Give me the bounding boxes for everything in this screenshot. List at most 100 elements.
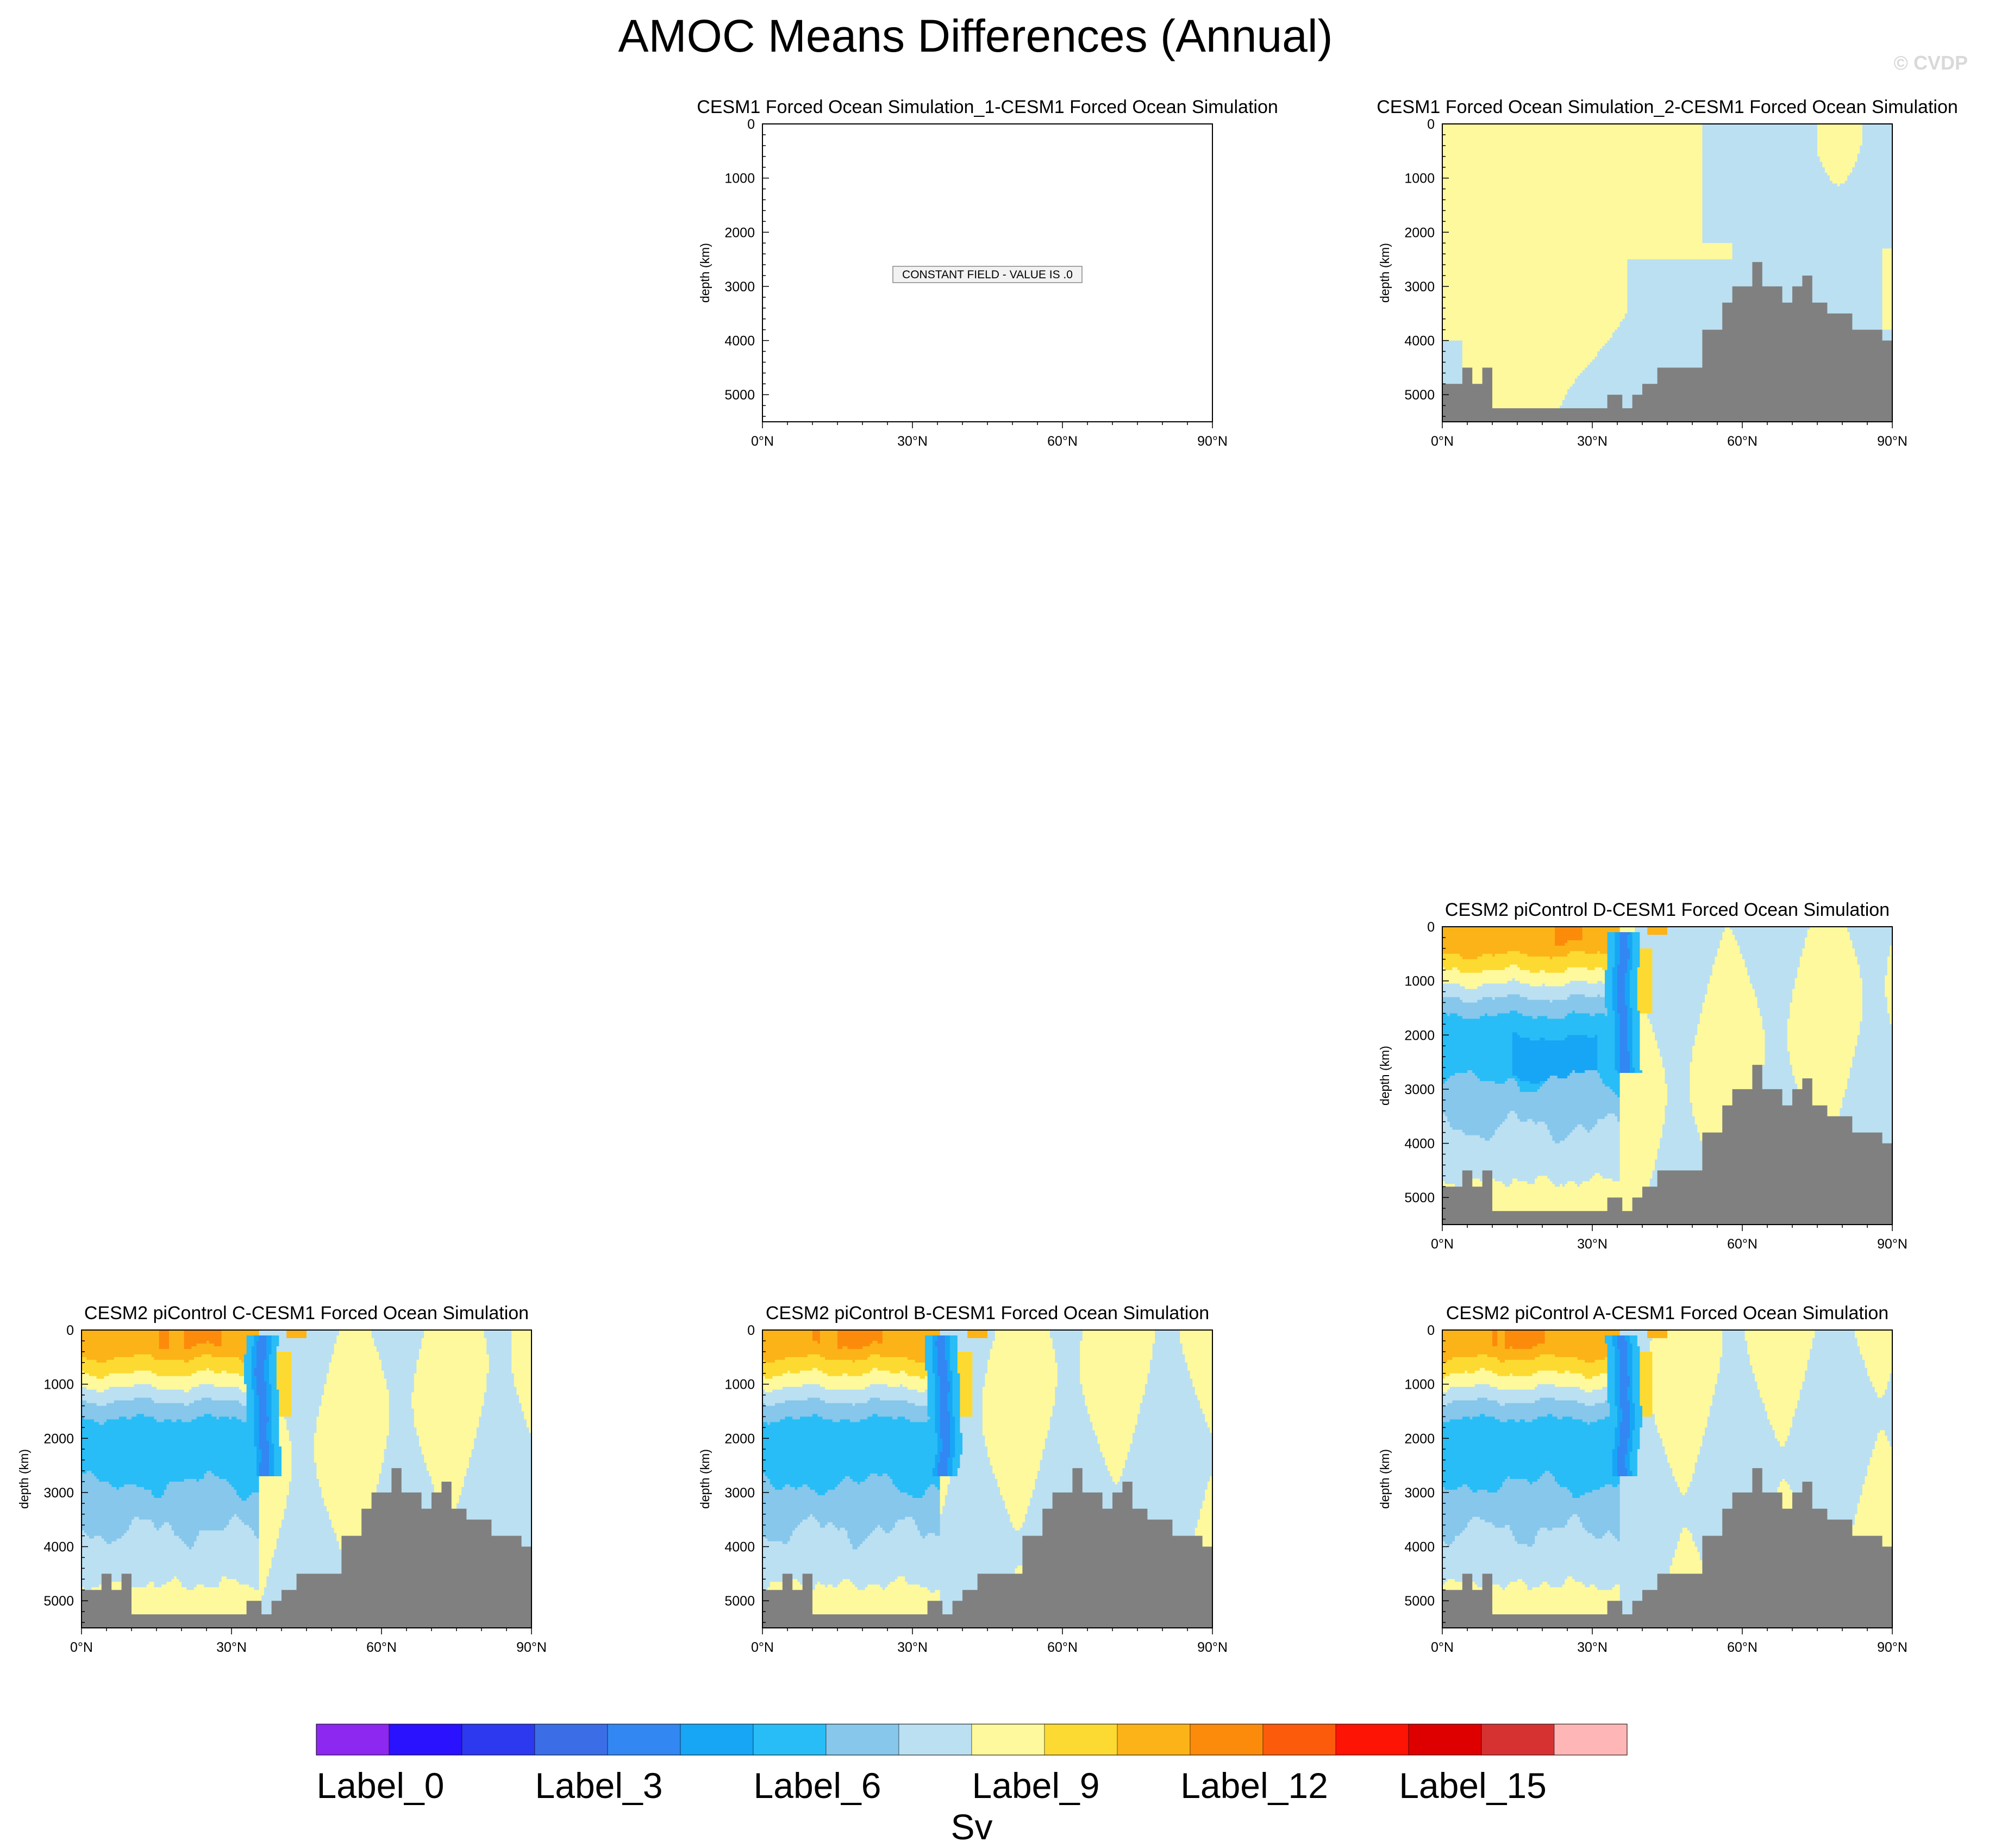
contour-cell xyxy=(937,1357,946,1360)
contour-cell xyxy=(1442,153,1703,157)
contour-cell xyxy=(1630,1070,1635,1073)
contour-cell xyxy=(1107,1468,1123,1471)
contour-cell xyxy=(817,1414,873,1417)
contour-cell xyxy=(1515,978,1605,982)
contour-cell xyxy=(1615,1059,1621,1063)
contour-cell xyxy=(1640,1392,1653,1396)
contour-cell xyxy=(790,1535,848,1539)
contour-cell xyxy=(1882,319,1893,322)
contour-cell xyxy=(762,1533,793,1537)
contour-cell xyxy=(266,1384,272,1388)
contour-cell xyxy=(1552,1138,1565,1141)
contour-cell xyxy=(516,1387,532,1390)
contour-cell xyxy=(937,1446,943,1450)
contour-cell xyxy=(82,1403,97,1407)
contour-cell xyxy=(1722,1338,1746,1341)
contour-cell xyxy=(800,1370,823,1374)
contour-cell xyxy=(822,1370,871,1374)
contour-cell xyxy=(1765,1406,1798,1409)
contour-cell xyxy=(1557,1076,1568,1079)
contour-cell xyxy=(244,1368,252,1371)
contour-cell xyxy=(820,1384,871,1388)
contour-cell xyxy=(1090,1416,1138,1420)
contour-cell xyxy=(82,1612,260,1615)
contour-cell xyxy=(1619,1330,1648,1333)
contour-cell xyxy=(1549,1178,1590,1182)
contour-cell xyxy=(1612,978,1618,982)
contour-cell xyxy=(316,1465,382,1469)
contour-cell xyxy=(927,1587,1010,1590)
contour-cell xyxy=(1635,1419,1643,1422)
contour-cell xyxy=(842,1579,850,1582)
contour-cell xyxy=(1630,981,1638,984)
contour-cell xyxy=(1205,1414,1213,1417)
contour-cell xyxy=(474,1444,532,1447)
contour-cell xyxy=(1442,1032,1513,1035)
contour-cell xyxy=(464,1476,532,1479)
contour-cell xyxy=(1100,1449,1130,1452)
y-axis-label: depth (km) xyxy=(1378,243,1392,303)
contour-cell xyxy=(1852,1057,1893,1060)
contour-cell xyxy=(414,1381,487,1385)
contour-cell xyxy=(1572,1070,1575,1073)
contour-cell xyxy=(1442,329,1615,333)
contour-cell xyxy=(271,1335,279,1339)
contour-cell xyxy=(1442,1143,1621,1147)
panel-title: CESM2 piControl A-CESM1 Forced Ocean Sim… xyxy=(1446,1303,1888,1323)
contour-cell xyxy=(1632,956,1640,960)
contour-cell xyxy=(1690,1100,1758,1103)
contour-cell xyxy=(289,1484,320,1488)
contour-cell xyxy=(937,1338,946,1341)
contour-cell xyxy=(850,1419,860,1422)
contour-cell xyxy=(817,1519,898,1523)
contour-cell xyxy=(1045,1438,1098,1441)
contour-cell xyxy=(1787,1035,1858,1038)
contour-cell xyxy=(1555,1184,1560,1187)
contour-cell xyxy=(1615,1370,1621,1374)
contour-cell xyxy=(1627,1048,1633,1052)
contour-cell xyxy=(1000,1487,1035,1490)
contour-cell xyxy=(972,1400,983,1404)
contour-cell xyxy=(1765,1059,1790,1063)
y-tick-label: 4000 xyxy=(1404,334,1435,349)
contour-cell xyxy=(815,1516,905,1520)
contour-cell xyxy=(1860,151,1893,154)
contour-cell xyxy=(930,1416,935,1420)
contour-cell xyxy=(1792,1073,1850,1076)
contour-cell xyxy=(284,1416,317,1420)
contour-cell xyxy=(1760,1081,1796,1084)
contour-cell xyxy=(1630,994,1638,998)
contour-cell xyxy=(1792,994,1863,998)
contour-cell xyxy=(1632,1376,1640,1379)
contour-cell xyxy=(1632,1024,1640,1027)
contour-cell xyxy=(1442,927,1555,930)
contour-cell xyxy=(1442,276,1628,279)
contour-cell xyxy=(1882,297,1893,301)
contour-cell xyxy=(1627,1043,1633,1046)
contour-cell xyxy=(1195,1389,1213,1393)
contour-cell xyxy=(1619,1032,1628,1035)
contour-cell xyxy=(1452,1357,1498,1360)
contour-cell xyxy=(1615,1040,1621,1044)
contour-cell xyxy=(1517,1116,1605,1120)
contour-cell xyxy=(421,1338,487,1341)
contour-cell xyxy=(962,1438,985,1441)
contour-cell xyxy=(1537,1370,1558,1374)
contour-cell xyxy=(1867,1373,1890,1377)
contour-cell xyxy=(1599,994,1605,998)
contour-cell xyxy=(1790,1016,1863,1019)
contour-cell xyxy=(1627,1016,1633,1019)
contour-cell xyxy=(1442,273,1628,276)
contour-cell xyxy=(257,1457,262,1460)
contour-cell xyxy=(169,1343,185,1347)
contour-cell xyxy=(1442,340,1463,344)
contour-cell xyxy=(905,1370,928,1374)
contour-cell xyxy=(479,1416,524,1420)
contour-cell xyxy=(867,1476,891,1479)
contour-cell xyxy=(1769,1419,1793,1422)
contour-cell xyxy=(1877,1438,1888,1441)
contour-cell xyxy=(1799,959,1858,963)
contour-cell xyxy=(1769,1422,1793,1425)
contour-cell xyxy=(820,1330,838,1333)
contour-cell xyxy=(1462,956,1478,960)
